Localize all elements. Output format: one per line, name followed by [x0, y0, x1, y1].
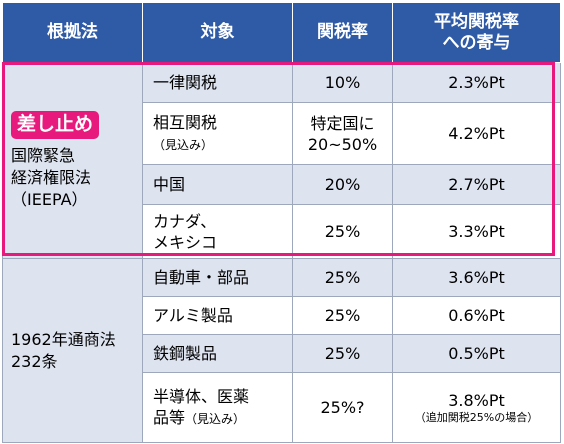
contribution-cell: 4.2%Pt [392, 102, 561, 165]
law-232-line1: 1962年通商法 [11, 329, 116, 349]
target-cell: 鉄鋼製品 [142, 334, 293, 373]
contribution-note: （追加関税25%の場合） [414, 411, 539, 424]
target-note: （見込み） [153, 137, 214, 152]
law-ieepa-line2: 経済権限法 [11, 167, 92, 187]
header-contribution: 平均関税率 への寄与 [392, 2, 561, 63]
table-row: アルミ製品 25% 0.6%Pt [3, 296, 561, 335]
law-ieepa: 差し止め 国際緊急 経済権限法 （IEEPA） [2, 62, 143, 259]
rate-cell: 25% [292, 204, 393, 259]
target-text: 半導体、医薬 [153, 386, 250, 406]
target-cell: 一律関税 [142, 62, 293, 103]
rate-cell: 25%? [292, 372, 393, 443]
rate-cell: 25% [292, 334, 393, 373]
contribution-cell: 3.6%Pt [392, 258, 561, 297]
target-cell: 自動車・部品 [142, 258, 293, 297]
table-row: 相互関税 （見込み） 特定国に 20~50% 4.2%Pt [3, 102, 561, 165]
target-cell: 中国 [142, 164, 293, 205]
contribution-cell: 0.6%Pt [392, 296, 561, 335]
target-note: （見込み） [185, 411, 246, 426]
law-232-line2: 232条 [11, 351, 58, 371]
rate-cell: 特定国に 20~50% [292, 102, 393, 165]
table-header-row: 根拠法 対象 関税率 平均関税率 への寄与 [2, 2, 561, 63]
rate-cell: 25% [292, 258, 393, 297]
target-cell: 半導体、医薬 品等（見込み） [142, 372, 293, 443]
injunction-badge: 差し止め [11, 110, 100, 139]
contribution-cell: 0.5%Pt [392, 334, 561, 373]
table-row: 鉄鋼製品 25% 0.5%Pt [3, 334, 561, 373]
rate-cell: 10% [292, 62, 393, 103]
rate-cell: 25% [292, 296, 393, 335]
rate-text-line2: 20~50% [307, 134, 378, 154]
contribution-cell: 3.3%Pt [392, 204, 561, 259]
target-text-line2: 品等 [153, 407, 186, 427]
table-row: 中国 20% 2.7%Pt [3, 164, 561, 205]
rate-text: 特定国に [310, 113, 375, 133]
contribution-cell: 3.8%Pt （追加関税25%の場合） [392, 372, 561, 443]
header-target: 対象 [142, 2, 293, 63]
header-rate: 関税率 [292, 2, 393, 63]
target-text: 相互関税 [153, 112, 218, 132]
rate-cell: 20% [292, 164, 393, 205]
target-cell: アルミ製品 [142, 296, 293, 335]
contribution-text: 3.8%Pt [448, 391, 505, 410]
table-row: 半導体、医薬 品等（見込み） 25%? 3.8%Pt （追加関税25%の場合） [3, 372, 561, 443]
table-row: 1962年通商法 232条 自動車・部品 25% 3.6%Pt [2, 258, 561, 443]
law-ieepa-line3: （IEEPA） [11, 189, 88, 209]
header-law: 根拠法 [2, 2, 143, 63]
contribution-cell: 2.3%Pt [392, 62, 561, 103]
table-row: 差し止め 国際緊急 経済権限法 （IEEPA） 一律関税 10% 2.3%Pt [2, 62, 561, 259]
header-contribution-line1: 平均関税率 [434, 11, 519, 32]
contribution-cell: 2.7%Pt [392, 164, 561, 205]
target-cell: カナダ、 メキシコ [142, 204, 293, 259]
target-cell: 相互関税 （見込み） [142, 102, 293, 165]
target-text-line2: メキシコ [153, 232, 218, 252]
target-text: カナダ、 [153, 211, 217, 231]
header-contribution-line2: への寄与 [442, 32, 511, 53]
law-section-232: 1962年通商法 232条 [2, 258, 143, 443]
table-row: カナダ、 メキシコ 25% 3.3%Pt [3, 204, 561, 259]
law-ieepa-line1: 国際緊急 [11, 145, 76, 165]
